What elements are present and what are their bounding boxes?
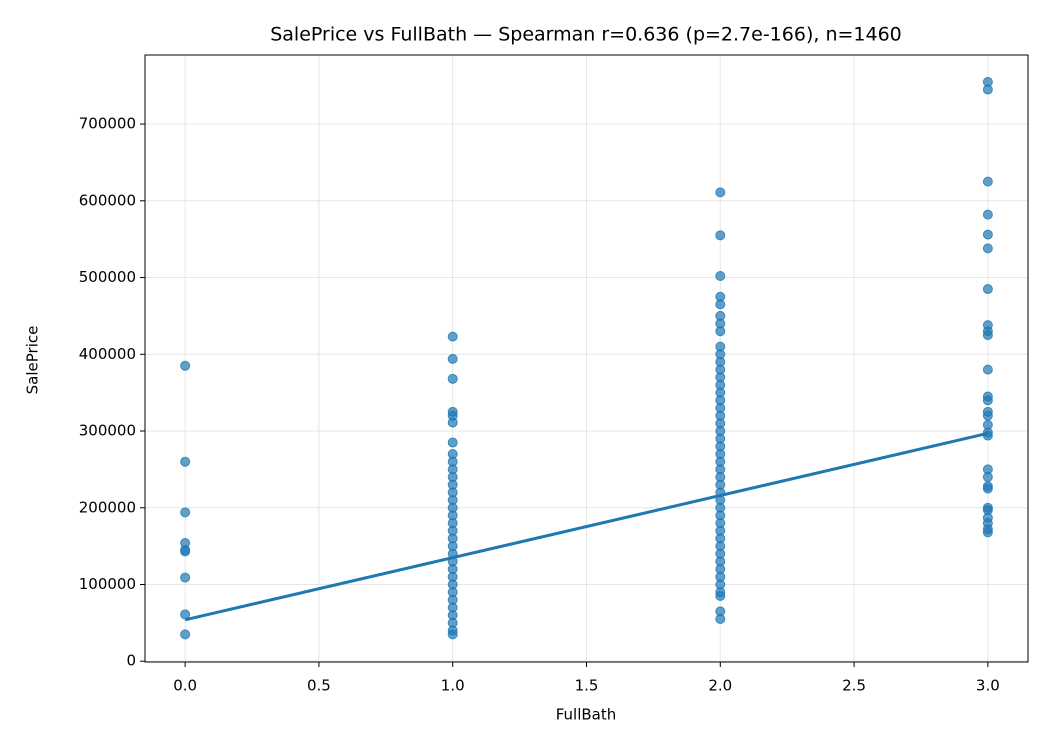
x-tick-label: 0.0 bbox=[173, 677, 197, 695]
x-tick-label: 1.0 bbox=[441, 677, 465, 695]
y-tick-label: 300000 bbox=[79, 422, 136, 440]
point bbox=[982, 243, 993, 254]
y-tick-label: 400000 bbox=[79, 345, 136, 363]
point bbox=[447, 331, 458, 342]
y-tick-label: 200000 bbox=[79, 498, 136, 516]
plot-frame bbox=[144, 54, 1029, 663]
point bbox=[982, 209, 993, 220]
point bbox=[447, 437, 458, 448]
point bbox=[715, 299, 726, 310]
point bbox=[982, 395, 993, 406]
point bbox=[982, 284, 993, 295]
chart-title: SalePrice vs FullBath — Spearman r=0.636… bbox=[270, 24, 902, 46]
point bbox=[447, 629, 458, 640]
point bbox=[447, 417, 458, 428]
point bbox=[715, 614, 726, 625]
point bbox=[982, 84, 993, 95]
point bbox=[180, 629, 191, 640]
y-tick-label: 600000 bbox=[79, 191, 136, 209]
point bbox=[180, 360, 191, 371]
point bbox=[447, 373, 458, 384]
point bbox=[982, 229, 993, 240]
point bbox=[982, 430, 993, 441]
y-tick-label: 100000 bbox=[79, 575, 136, 593]
y-tick-label: 700000 bbox=[79, 115, 136, 133]
x-tick-label: 0.5 bbox=[307, 677, 331, 695]
point bbox=[180, 546, 191, 557]
x-tick-label: 2.5 bbox=[842, 677, 866, 695]
y-tick-label: 0 bbox=[126, 652, 136, 670]
point bbox=[982, 176, 993, 187]
y-tick-label: 500000 bbox=[79, 268, 136, 286]
point bbox=[715, 326, 726, 337]
point bbox=[982, 364, 993, 375]
point bbox=[982, 527, 993, 538]
x-tick-label: 3.0 bbox=[976, 677, 1000, 695]
point bbox=[180, 507, 191, 518]
fit-line bbox=[184, 431, 989, 622]
x-axis-label: FullBath bbox=[556, 706, 617, 724]
y-axis-label: SalePrice bbox=[24, 326, 42, 395]
point bbox=[715, 271, 726, 282]
x-tick-label: 1.5 bbox=[575, 677, 599, 695]
point bbox=[447, 353, 458, 364]
point bbox=[180, 572, 191, 583]
point bbox=[715, 230, 726, 241]
point bbox=[715, 591, 726, 602]
point bbox=[982, 410, 993, 421]
point bbox=[180, 456, 191, 467]
point bbox=[715, 187, 726, 198]
point bbox=[982, 472, 993, 483]
x-tick-label: 2.0 bbox=[708, 677, 732, 695]
point bbox=[982, 330, 993, 341]
point bbox=[982, 483, 993, 494]
